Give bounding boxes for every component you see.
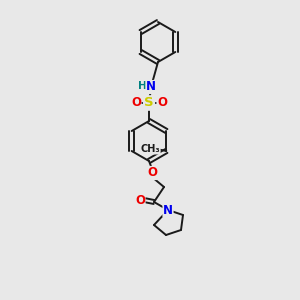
Text: CH₃: CH₃ [140, 144, 160, 154]
Text: O: O [131, 97, 141, 110]
Text: N: N [163, 203, 173, 217]
Text: H: H [138, 81, 146, 91]
Text: O: O [135, 194, 145, 206]
Text: O: O [147, 167, 157, 179]
Text: N: N [146, 80, 156, 94]
Text: O: O [157, 97, 167, 110]
Text: S: S [144, 97, 154, 110]
